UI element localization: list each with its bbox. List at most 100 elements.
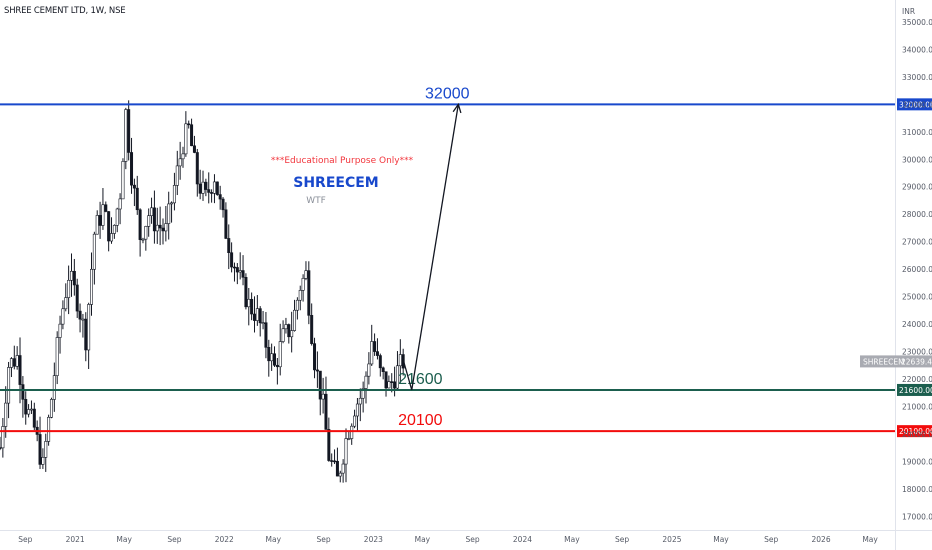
candle-body <box>344 438 348 465</box>
level-tag-text-32000: 32000.00 <box>899 100 932 109</box>
price-tick-label: 17000.00 <box>902 512 932 521</box>
candle-body <box>295 299 299 311</box>
candle-body <box>358 397 362 405</box>
price-tick-label: 27000.00 <box>902 238 932 247</box>
time-tick-label: Sep <box>466 535 480 544</box>
time-tick-label: Sep <box>316 535 330 544</box>
time-tick-label: Sep <box>18 535 32 544</box>
candle-body <box>373 341 377 352</box>
time-tick-label: 2022 <box>215 535 234 544</box>
candle-body <box>110 233 114 242</box>
candle-body <box>278 341 282 368</box>
level-label-32000: 32000 <box>425 85 470 102</box>
price-tick-label: 23000.00 <box>902 348 932 357</box>
candle-body <box>127 109 131 153</box>
candle-body <box>244 277 248 308</box>
candle-body <box>58 323 62 338</box>
candle-body <box>107 211 111 242</box>
candle-body <box>112 225 116 234</box>
candle-body <box>101 204 105 226</box>
time-tick-label: May <box>564 535 580 544</box>
chart-title: SHREE CEMENT LTD, 1W, NSE <box>4 6 126 16</box>
candle-body <box>187 123 191 126</box>
candle-body <box>227 238 231 254</box>
candle-body <box>281 328 285 342</box>
candle-body <box>258 308 262 324</box>
candle-body <box>381 367 385 372</box>
candle-body <box>75 284 79 312</box>
candle-body <box>207 189 211 193</box>
candle-body <box>321 393 325 400</box>
candle-body <box>178 158 182 167</box>
price-tick-label: 33000.00 <box>902 73 932 82</box>
candle-body <box>364 375 368 389</box>
candle-body <box>361 388 365 399</box>
candle-body <box>235 267 239 273</box>
time-tick-label: 2024 <box>513 535 532 544</box>
symbol-annotation: SHREECEM <box>293 175 378 191</box>
candle-body <box>232 266 236 269</box>
candle-body <box>284 324 288 330</box>
candle-body <box>195 152 199 185</box>
candle-body <box>147 215 151 227</box>
educational-note: ***Educational Purpose Only*** <box>271 156 414 166</box>
candle-body <box>378 355 382 369</box>
candle-body <box>52 375 56 400</box>
candle-body <box>310 315 314 344</box>
candle-body <box>12 358 16 367</box>
candle-body <box>398 354 402 367</box>
candle-body <box>69 270 73 281</box>
candle-body <box>41 457 45 465</box>
price-tick-label: 25000.00 <box>902 293 932 302</box>
candle-body <box>150 207 154 216</box>
candle-body <box>98 215 102 226</box>
last-price-tag: SHREECEM 22639.45 <box>860 355 932 368</box>
price-tick-label: 22000.00 <box>902 375 932 384</box>
candle-body <box>333 460 337 463</box>
time-tick-label: May <box>415 535 431 544</box>
candle-body <box>212 181 216 194</box>
candle-body <box>261 322 265 325</box>
level-lines: 32000.00 32000 21600.00 21600 20100.00 20100 <box>0 85 932 438</box>
level-label-20100: 20100 <box>398 412 443 429</box>
price-tick-label: 35000.00 <box>902 18 932 27</box>
candle-body <box>121 161 125 200</box>
candle-body <box>335 460 339 477</box>
candle-body <box>164 223 168 232</box>
price-axis[interactable]: 35000.00 34000.00 33000.00 32000.00 31000.00… <box>902 18 932 521</box>
candle-body <box>115 208 119 226</box>
last-price-symbol: SHREECEM <box>863 357 905 366</box>
candle-body <box>90 268 94 305</box>
candle-body <box>341 463 345 474</box>
candle-body <box>61 308 65 325</box>
candle-body <box>152 207 156 232</box>
price-tick-label: 18000.00 <box>902 485 932 494</box>
candle-body <box>124 109 128 162</box>
last-price-value: 22639.45 <box>901 357 932 366</box>
candle-body <box>29 408 33 411</box>
level-label-21600: 21600 <box>398 371 443 388</box>
candle-body <box>264 322 268 348</box>
level-tag-20100 <box>897 425 932 438</box>
candle-body <box>72 270 76 286</box>
candle-body <box>250 298 254 315</box>
time-axis[interactable]: Sep 2021 May Sep 2022 May Sep 2023 May Sep 2024 May… <box>18 535 878 544</box>
price-tick-label: 30000.00 <box>902 155 932 164</box>
time-tick-label: May <box>266 535 282 544</box>
candle-body <box>395 365 399 389</box>
time-tick-label: 2021 <box>66 535 85 544</box>
price-tick-label: 28000.00 <box>902 210 932 219</box>
price-tick-label: 19000.00 <box>902 457 932 466</box>
candle-body <box>141 238 145 241</box>
time-tick-label: May <box>116 535 132 544</box>
candle-body <box>370 341 374 365</box>
price-tick-label: 21000.00 <box>902 402 932 411</box>
level-tag-21600 <box>897 383 932 396</box>
candle-body <box>293 309 297 331</box>
time-tick-label: 2023 <box>364 535 383 544</box>
candle-body <box>167 203 171 224</box>
currency-label: INR <box>902 7 915 16</box>
candle-body <box>307 270 311 316</box>
